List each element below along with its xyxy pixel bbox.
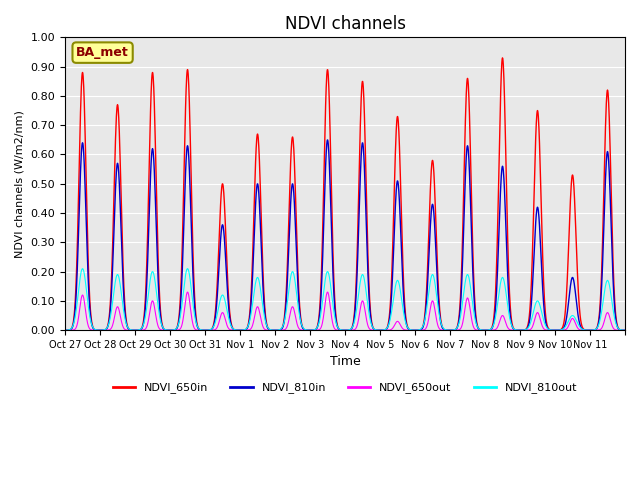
NDVI_650in xyxy=(499,55,506,61)
NDVI_810out xyxy=(552,327,559,333)
NDVI_650out xyxy=(621,327,629,333)
Title: NDVI channels: NDVI channels xyxy=(285,15,406,33)
NDVI_810out xyxy=(79,266,86,272)
NDVI_810in xyxy=(356,181,364,187)
NDVI_650out xyxy=(356,308,364,313)
NDVI_650in xyxy=(243,326,250,332)
NDVI_810in xyxy=(243,326,250,332)
X-axis label: Time: Time xyxy=(330,355,360,369)
NDVI_810in xyxy=(203,327,211,333)
NDVI_650in xyxy=(61,327,69,333)
Text: BA_met: BA_met xyxy=(76,46,129,59)
NDVI_650out xyxy=(243,327,251,333)
Legend: NDVI_650in, NDVI_810in, NDVI_650out, NDVI_810out: NDVI_650in, NDVI_810in, NDVI_650out, NDV… xyxy=(108,378,582,398)
NDVI_650in xyxy=(621,327,629,333)
NDVI_650in xyxy=(203,327,211,333)
NDVI_650in xyxy=(264,326,272,332)
NDVI_650in xyxy=(588,327,595,333)
NDVI_810out xyxy=(265,326,273,332)
NDVI_810in xyxy=(552,327,559,333)
Line: NDVI_810in: NDVI_810in xyxy=(65,140,625,330)
NDVI_810in xyxy=(324,137,332,143)
NDVI_810out xyxy=(204,327,211,333)
NDVI_650in xyxy=(356,145,364,151)
NDVI_810out xyxy=(588,327,596,333)
NDVI_810out xyxy=(61,327,69,333)
NDVI_810in xyxy=(621,327,629,333)
NDVI_810out xyxy=(243,325,251,331)
NDVI_810in xyxy=(61,327,69,333)
NDVI_810out xyxy=(356,280,364,286)
Line: NDVI_650in: NDVI_650in xyxy=(65,58,625,330)
Line: NDVI_810out: NDVI_810out xyxy=(65,269,625,330)
NDVI_810in xyxy=(591,327,599,333)
NDVI_650out xyxy=(61,327,69,333)
Line: NDVI_650out: NDVI_650out xyxy=(65,292,625,330)
NDVI_810in xyxy=(264,326,272,332)
NDVI_650out xyxy=(588,327,595,333)
Y-axis label: NDVI channels (W/m2/nm): NDVI channels (W/m2/nm) xyxy=(15,110,25,258)
NDVI_650out xyxy=(184,289,191,295)
NDVI_650out xyxy=(204,327,211,333)
NDVI_810out xyxy=(621,327,629,333)
NDVI_810in xyxy=(588,327,596,333)
NDVI_810out xyxy=(591,327,599,333)
NDVI_650out xyxy=(265,327,273,333)
NDVI_650out xyxy=(591,327,598,333)
NDVI_650in xyxy=(591,327,598,333)
